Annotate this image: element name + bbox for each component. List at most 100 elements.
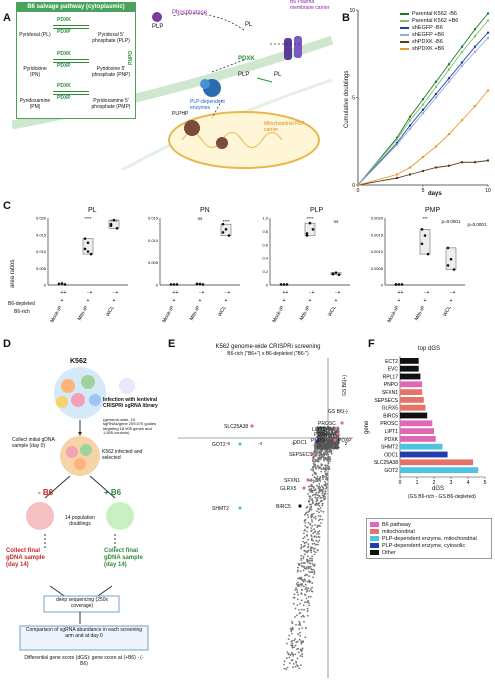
c-sign-depleted2: + <box>427 290 430 296</box>
gene-point <box>325 474 327 476</box>
screen-title: K562 genome-wide CRISPRi screening <box>215 344 321 350</box>
gene-point <box>303 541 306 544</box>
gene-point <box>332 443 334 446</box>
gene-point <box>335 432 337 435</box>
data-point <box>89 252 93 256</box>
gene-point <box>322 429 325 432</box>
infection-label: Infection with lentiviral CRISPRi sgRNA … <box>103 397 158 409</box>
gene-point <box>309 549 312 552</box>
c-sign-depleted: - <box>335 290 337 296</box>
gene-point <box>327 455 330 458</box>
data-point <box>400 283 404 286</box>
gene-point <box>302 555 305 558</box>
plot-title-pn: PN <box>200 207 210 214</box>
gene-point <box>303 620 305 623</box>
gene-point <box>308 500 310 503</box>
pl-label: Pyridoxal (PL) <box>19 32 51 38</box>
f-x-tick-label: 3 <box>450 480 453 486</box>
gene-point <box>332 434 335 437</box>
gene-point <box>322 427 324 430</box>
gene-point <box>294 616 296 618</box>
f-x-tick-label: 1 <box>416 480 419 486</box>
gene-point <box>311 590 314 593</box>
data-point <box>282 283 286 286</box>
plot-title-pmp: PMP <box>425 207 441 214</box>
comparison-label: Comparison of sgRNA abundance in each sc… <box>25 627 143 639</box>
gene-point <box>309 523 312 526</box>
gene-point <box>329 441 332 443</box>
x-tick-label: 5 <box>422 188 425 194</box>
pmp-label: Pyridoxamine 5' phosphate (PMP) <box>91 98 131 110</box>
gene-point <box>305 512 307 515</box>
highlight-gene-point <box>298 504 302 508</box>
gene-point <box>286 651 289 653</box>
gene-point <box>318 431 321 434</box>
highlight-gene-point <box>238 506 242 510</box>
dgs-gene-label: GOT2 <box>384 468 398 474</box>
gene-point <box>329 445 332 448</box>
gene-point <box>292 653 295 656</box>
gene-point <box>319 450 322 453</box>
gene-point <box>323 447 326 450</box>
gene-point <box>306 590 308 592</box>
data-point <box>447 77 451 80</box>
y-tick-label: 5 <box>352 96 355 102</box>
plot-title-pl: PL <box>88 207 97 214</box>
gene-point <box>296 598 299 601</box>
gene-point <box>315 491 318 494</box>
data-point <box>83 247 87 251</box>
gene-point <box>325 429 327 432</box>
gene-point <box>307 595 310 598</box>
row-label-depleted: B6-depleted <box>8 301 35 307</box>
data-point <box>460 61 464 64</box>
gene-point <box>308 566 311 569</box>
c-sign-depleted: + <box>398 290 401 296</box>
data-point <box>221 222 225 226</box>
gene-point <box>288 634 291 637</box>
gene-point <box>305 541 308 544</box>
gene-point <box>319 458 321 461</box>
c-x-cat-label: WCL <box>327 305 338 318</box>
c-x-cat-label: Mito-IP <box>189 304 202 321</box>
data-point <box>169 283 173 286</box>
gene-point <box>332 438 334 440</box>
gene-point <box>322 478 324 481</box>
gene-point <box>300 559 303 561</box>
gene-point <box>328 465 330 468</box>
gene-point <box>315 468 317 470</box>
gene-point <box>326 428 328 430</box>
gene-point <box>306 607 309 610</box>
gene-point <box>305 566 308 569</box>
c-sign-rich: + <box>424 298 427 304</box>
gene-point <box>303 578 306 580</box>
gene-point <box>311 537 313 540</box>
data-point <box>486 159 490 162</box>
gene-point <box>306 514 309 516</box>
data-point <box>408 124 412 127</box>
data-point <box>473 28 477 31</box>
gene-point <box>307 543 310 546</box>
gene-point <box>317 531 319 533</box>
gene-point <box>313 449 316 452</box>
c-x-cat-label: Mito-IP <box>414 304 427 321</box>
growth-legend-item: shPDXK +B6 <box>400 45 458 52</box>
gene-point <box>306 555 309 558</box>
gene-point <box>304 522 307 524</box>
data-point <box>452 268 456 271</box>
gene-point <box>294 653 297 656</box>
gene-point <box>320 441 323 444</box>
c-sign-depleted: - <box>450 290 452 296</box>
f-x-tick-label: 4 <box>467 480 470 486</box>
highlight-gene-point <box>306 478 310 482</box>
pm-label: Pyridoxamine (PM) <box>19 98 51 110</box>
c-sign-depleted2: + <box>453 290 456 296</box>
highlight-gene-label: GLRX5 <box>280 486 297 492</box>
gene-point <box>318 495 321 497</box>
highlight-gene-point <box>333 438 337 442</box>
data-point <box>221 231 225 234</box>
gene-point <box>311 586 313 589</box>
gene-point <box>309 495 312 498</box>
gene-point <box>303 615 305 618</box>
data-point <box>421 103 425 106</box>
gene-point <box>305 586 307 589</box>
